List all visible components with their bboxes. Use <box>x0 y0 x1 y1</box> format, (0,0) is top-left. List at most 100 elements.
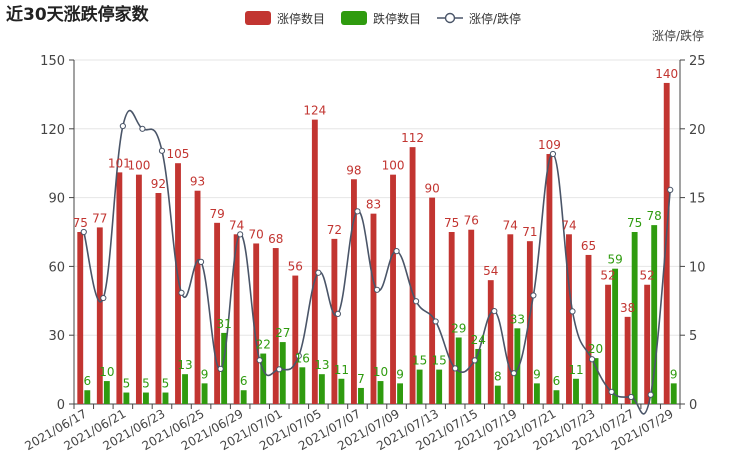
limit-down-bar <box>436 369 443 404</box>
right-axis-tick-label: 15 <box>689 192 706 207</box>
limit-up-bar <box>468 229 475 404</box>
limit-down-value-label: 20 <box>588 342 603 356</box>
limit-up-value-label: 74 <box>229 218 244 232</box>
limit-down-bar <box>475 348 482 404</box>
limit-down-value-label: 9 <box>533 367 541 381</box>
limit-up-value-label: 140 <box>655 67 678 81</box>
limit-up-value-label: 76 <box>464 214 479 228</box>
limit-up-value-label: 101 <box>108 156 131 170</box>
ratio-point <box>80 228 87 236</box>
ratio-point <box>158 147 166 154</box>
limit-down-bar <box>592 358 599 404</box>
limit-up-bar <box>351 179 357 404</box>
left-axis-tick-label: 60 <box>48 260 65 275</box>
legend-label: 涨停数目 <box>277 11 325 26</box>
limit-down-value-label: 16 <box>295 351 310 365</box>
limit-up-value-label: 70 <box>249 227 264 241</box>
limit-up-bar <box>644 284 651 404</box>
limit-down-value-label: 29 <box>451 321 466 335</box>
chart-title: 近30天涨跌停家数 <box>6 4 150 25</box>
limit-down-bar <box>318 374 325 404</box>
limit-down-bar <box>494 385 501 404</box>
limit-down-value-label: 7 <box>357 372 365 386</box>
limit-up-value-label: 52 <box>640 269 655 283</box>
limit-down-value-label: 6 <box>83 374 91 388</box>
legend-item: 涨停/跌停 <box>437 11 521 26</box>
limit-up-bar <box>253 243 260 404</box>
limit-up-value-label: 68 <box>268 232 283 246</box>
legend-label: 涨停/跌停 <box>469 11 521 26</box>
ratio-point <box>237 231 244 238</box>
limit-up-value-label: 98 <box>346 163 361 177</box>
limit-down-bar <box>533 383 540 404</box>
limit-down-bar <box>651 225 658 404</box>
limit-up-bar <box>155 193 162 404</box>
limit-down-bar <box>514 328 521 404</box>
left-axis-tick-label: 120 <box>40 123 65 138</box>
ratio-point <box>588 356 596 363</box>
limit-down-bar <box>612 268 619 404</box>
limit-down-bar <box>416 369 423 404</box>
limit-down-value-label: 15 <box>412 354 427 368</box>
limit-up-bar <box>311 119 318 405</box>
limit-up-value-label: 38 <box>620 301 635 315</box>
right-axis-tick-label: 25 <box>689 54 706 69</box>
limit-down-bar <box>358 387 364 404</box>
limit-up-bar <box>448 232 455 404</box>
legend: 涨停数目 跌停数目 涨停/跌停 <box>245 11 521 26</box>
limit-up-bar <box>546 154 553 404</box>
limit-up-bar <box>194 190 201 404</box>
limit-up-bar <box>96 227 103 404</box>
limit-up-value-label: 71 <box>522 225 537 239</box>
limit-down-value-label: 5 <box>142 377 150 391</box>
ratio-point <box>256 357 263 364</box>
right-axis-tick-label: 20 <box>689 123 706 138</box>
limit-down-value-label: 33 <box>510 312 525 326</box>
limit-up-value-label: 105 <box>167 147 190 161</box>
left-axis-tick-label: 0 <box>57 398 65 413</box>
limit-up-value-label: 83 <box>366 198 381 212</box>
ratio-point <box>315 269 322 276</box>
ratio-point <box>178 289 185 296</box>
limit-down-bar <box>397 383 403 404</box>
limit-up-bar <box>507 234 514 404</box>
limit-down-bar <box>103 381 110 404</box>
limit-down-value-label: 5 <box>162 377 170 391</box>
limit-up-bar <box>663 82 670 404</box>
limit-down-bar <box>279 342 286 404</box>
right-axis-tick-label: 0 <box>689 398 697 413</box>
limit-down-value-label: 75 <box>627 216 642 230</box>
limit-down-bar <box>162 392 169 404</box>
limit-down-value-label: 27 <box>275 326 290 340</box>
limit-up-bar <box>409 147 416 404</box>
right-axis-tick-label: 10 <box>689 260 706 275</box>
limit-up-value-label: 109 <box>538 138 561 152</box>
limit-up-value-label: 79 <box>209 207 224 221</box>
ratio-point <box>667 186 674 193</box>
limit-up-value-label: 72 <box>327 223 342 237</box>
limit-down-value-label: 59 <box>607 253 622 267</box>
legend-swatch <box>245 11 271 25</box>
limit-down-bar <box>123 392 130 404</box>
ratio-point <box>295 352 302 359</box>
limit-up-bar <box>175 163 181 404</box>
limit-up-value-label: 90 <box>424 182 439 196</box>
limit-up-bar <box>390 174 396 404</box>
limit-down-bar <box>240 390 247 404</box>
limit-up-value-label: 56 <box>288 260 303 274</box>
limit-down-bar <box>299 367 306 404</box>
limit-down-value-label: 8 <box>494 370 502 384</box>
limit-up-value-label: 77 <box>92 211 107 225</box>
limit-up-bar <box>292 275 299 404</box>
ratio-line-series <box>80 109 674 415</box>
limit-up-bar <box>585 254 592 404</box>
ratio-point <box>510 370 517 377</box>
ratio-point <box>276 366 283 373</box>
left-axis-tick-label: 150 <box>40 54 65 69</box>
ratio-point <box>471 357 478 364</box>
limit-down-value-label: 5 <box>123 377 131 391</box>
data-labels: 7567710101510059251051393979317467022682… <box>73 67 679 391</box>
grid-lines <box>74 59 680 336</box>
